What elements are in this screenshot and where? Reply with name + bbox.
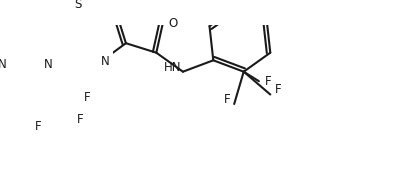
Text: O: O <box>168 17 178 30</box>
Text: F: F <box>77 113 83 126</box>
Text: F: F <box>275 83 282 96</box>
Text: F: F <box>265 75 271 88</box>
Text: N: N <box>0 58 6 71</box>
Text: N: N <box>44 58 52 71</box>
Text: N: N <box>101 55 109 68</box>
Text: S: S <box>75 0 82 11</box>
Text: F: F <box>35 120 41 132</box>
Text: HN: HN <box>163 61 181 74</box>
Text: F: F <box>84 91 91 104</box>
Text: F: F <box>224 93 230 106</box>
